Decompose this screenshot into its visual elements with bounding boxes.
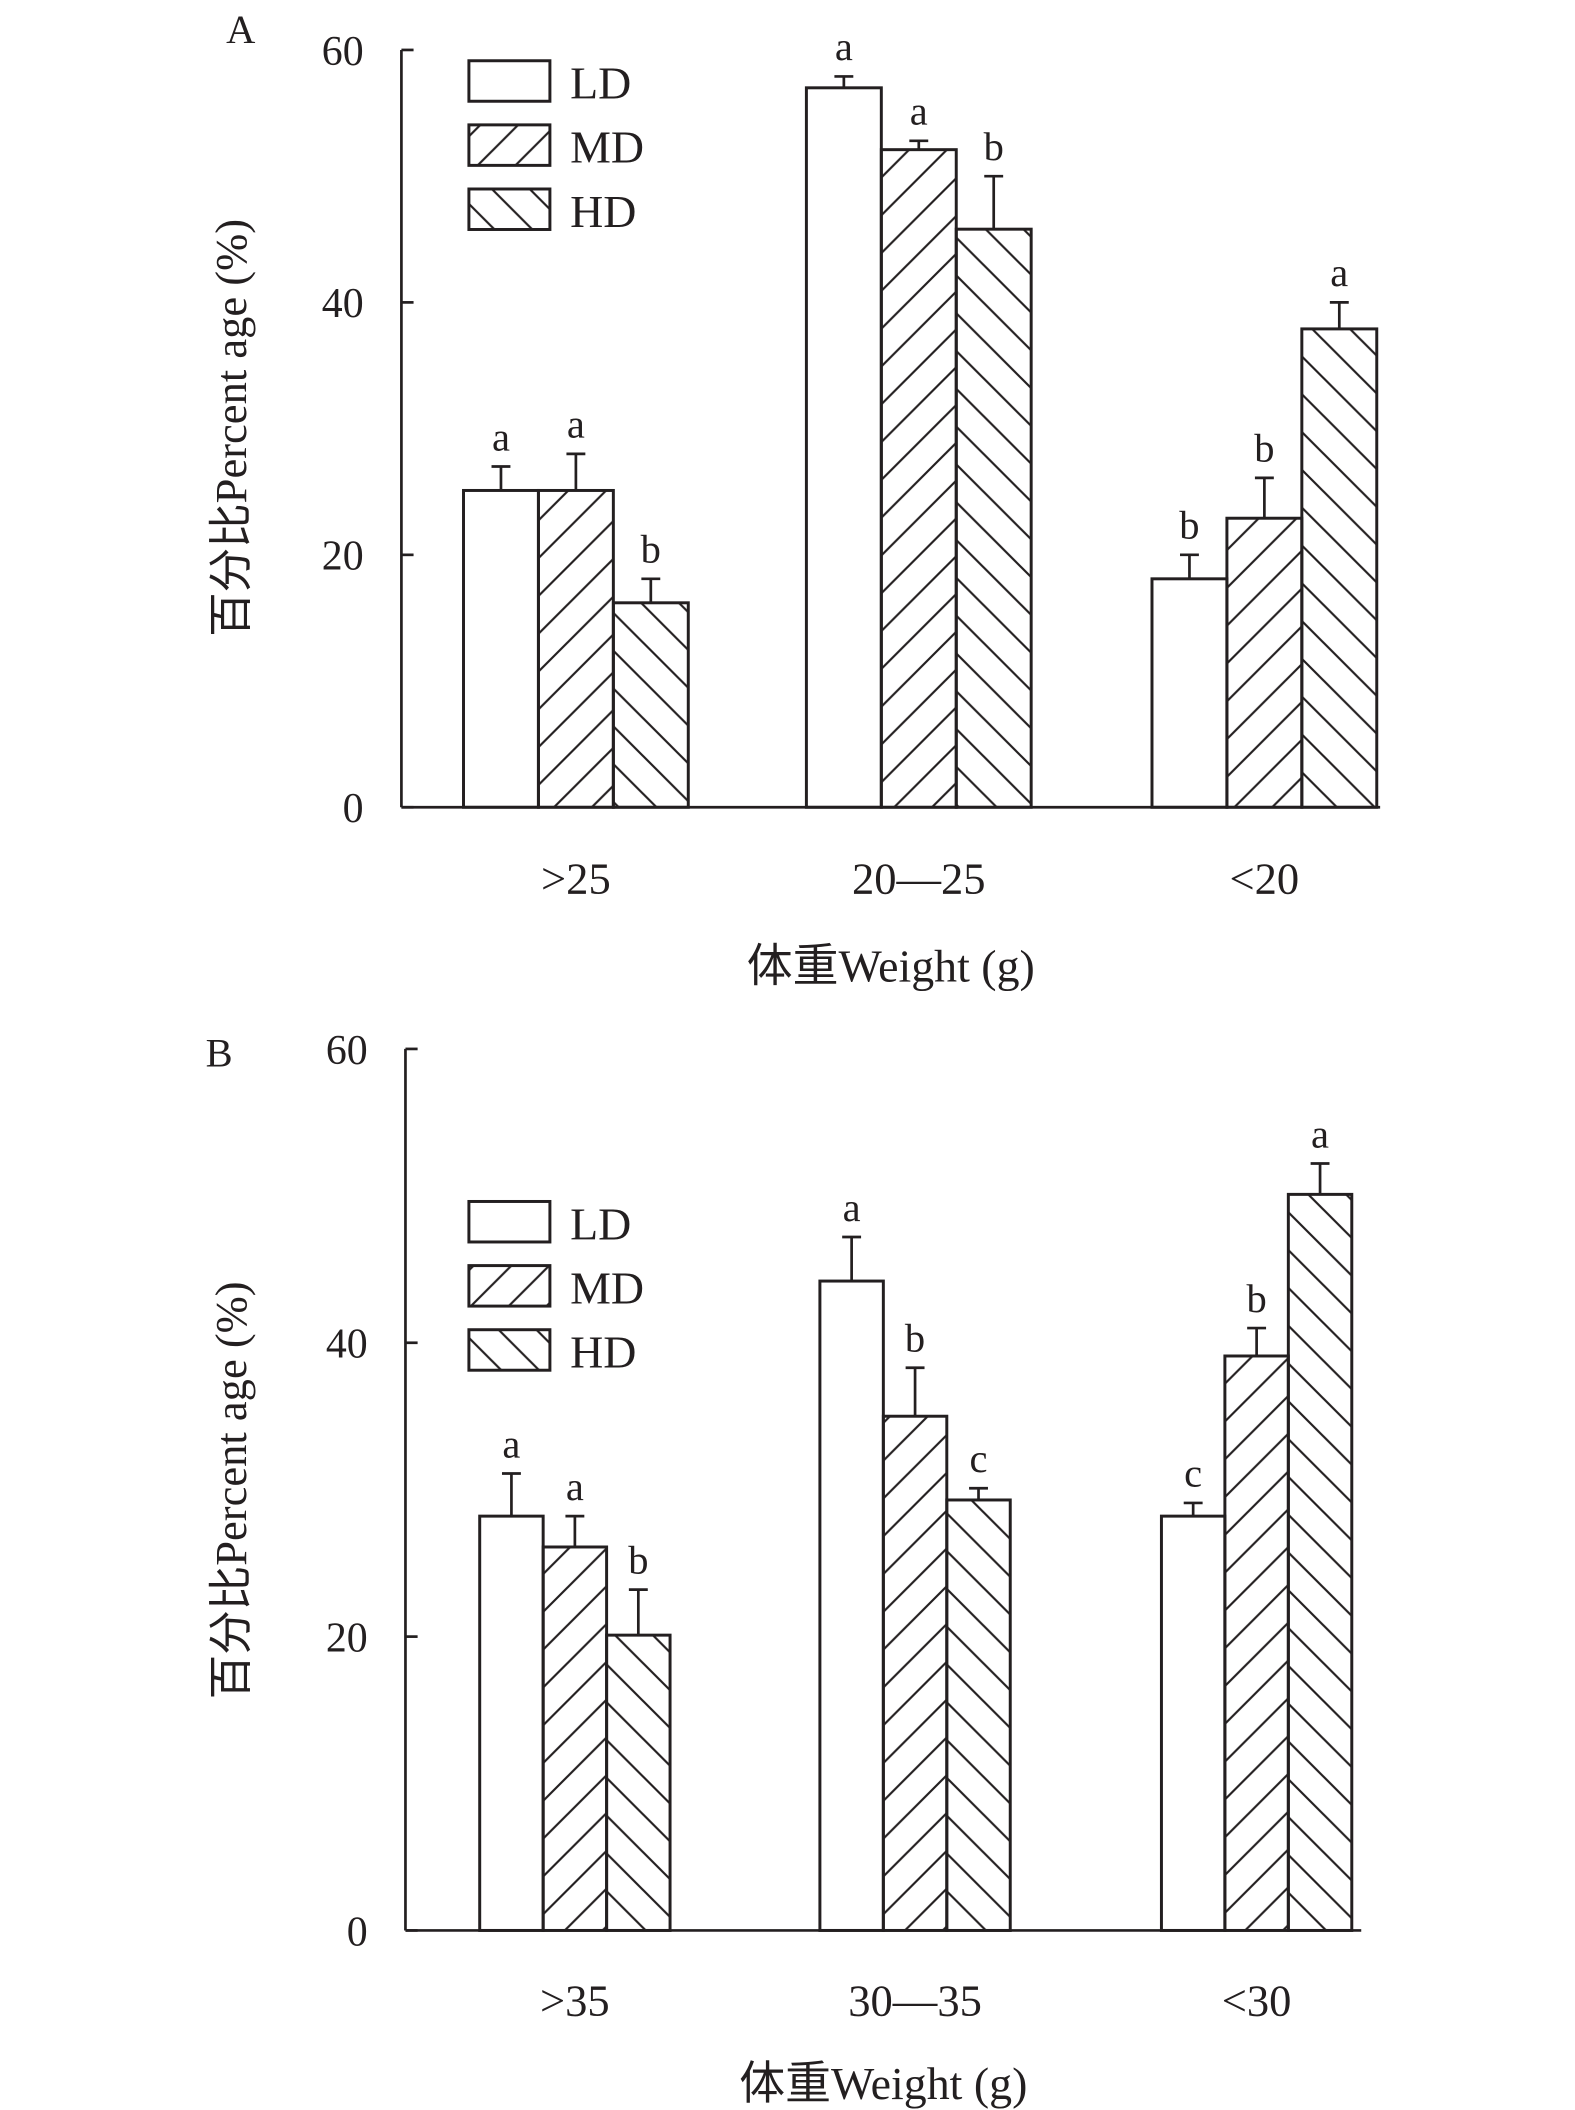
y-axis-label: 百分比Percent age (%) bbox=[206, 219, 256, 637]
significance-letter: a bbox=[835, 24, 853, 69]
y-tick-label: 20 bbox=[326, 1615, 368, 1661]
x-axis-label: 体重Weight (g) bbox=[739, 2058, 1027, 2109]
bar-ld bbox=[804, 86, 883, 809]
y-tick-label: 40 bbox=[326, 1322, 368, 1368]
y-tick-label: 0 bbox=[343, 786, 364, 832]
y-tick-label: 60 bbox=[322, 29, 364, 75]
significance-letter: b bbox=[905, 1316, 925, 1361]
significance-letter: a bbox=[1330, 250, 1348, 295]
bar-md bbox=[1223, 1354, 1290, 1932]
legend-label: MD bbox=[570, 1262, 644, 1313]
legend-swatch-md bbox=[467, 1264, 552, 1308]
bar-ld bbox=[478, 1514, 545, 1932]
legend-label: HD bbox=[570, 1327, 636, 1378]
significance-letter: a bbox=[910, 89, 928, 134]
significance-letter: a bbox=[502, 1421, 520, 1466]
y-tick-label: 20 bbox=[322, 534, 364, 580]
x-tick-label: >35 bbox=[540, 1976, 610, 2026]
bar-ld bbox=[1150, 577, 1229, 809]
bar-md bbox=[536, 488, 615, 809]
x-tick-label: 30—35 bbox=[848, 1976, 982, 2026]
significance-letter: a bbox=[567, 402, 585, 447]
significance-letter: a bbox=[566, 1464, 584, 1509]
bar-hd bbox=[611, 601, 690, 809]
legend-label: LD bbox=[570, 1198, 631, 1249]
bar-ld bbox=[818, 1279, 885, 1932]
y-tick-label: 0 bbox=[347, 1909, 368, 1955]
bar-ld bbox=[462, 488, 540, 809]
x-tick-label: >25 bbox=[541, 854, 611, 904]
significance-letter: b bbox=[641, 527, 661, 572]
bar-hd bbox=[1300, 327, 1379, 809]
significance-letter: b bbox=[628, 1537, 648, 1582]
x-tick-label: 20—25 bbox=[852, 854, 986, 904]
legend-label: HD bbox=[570, 186, 636, 237]
panel-label: B bbox=[206, 1030, 233, 1075]
bar-ld bbox=[1159, 1514, 1227, 1932]
legend-swatch-hd bbox=[467, 187, 552, 231]
bar-md bbox=[1225, 516, 1304, 809]
panel-label: A bbox=[226, 7, 255, 52]
significance-letter: b bbox=[984, 124, 1004, 169]
legend-swatch-hd bbox=[467, 1328, 552, 1372]
x-axis-label: 体重Weight (g) bbox=[747, 940, 1035, 991]
y-tick-label: 40 bbox=[322, 281, 364, 327]
significance-letter: b bbox=[1179, 503, 1199, 548]
bar-hd bbox=[605, 1633, 672, 1932]
bar-hd bbox=[954, 227, 1033, 809]
significance-letter: c bbox=[970, 1436, 988, 1481]
legend-swatch-md bbox=[467, 123, 552, 167]
legend-swatch-ld bbox=[467, 59, 552, 103]
significance-letter: c bbox=[1184, 1451, 1202, 1496]
bar-md bbox=[541, 1545, 609, 1932]
y-tick-label: 60 bbox=[326, 1028, 368, 1074]
legend-label: MD bbox=[570, 122, 644, 173]
panel-a: Aa a b a a b b b a 0 20 40 60 >25 20—25 <20 体重Weight (g)… bbox=[206, 7, 1381, 991]
legend-label: LD bbox=[570, 58, 631, 109]
significance-letter: a bbox=[1311, 1111, 1329, 1156]
legend: LD MD HD bbox=[467, 1198, 644, 1378]
significance-letter: a bbox=[492, 414, 510, 459]
y-axis-label: 百分比Percent age (%) bbox=[206, 1281, 256, 1699]
bar-md bbox=[881, 1414, 949, 1932]
significance-letter: a bbox=[843, 1185, 861, 1230]
bar-hd bbox=[1286, 1192, 1354, 1932]
bar-md bbox=[879, 148, 958, 809]
x-tick-label: <30 bbox=[1222, 1976, 1292, 2026]
x-tick-label: <20 bbox=[1230, 854, 1300, 904]
legend-swatch-ld bbox=[467, 1199, 552, 1244]
significance-letter: b bbox=[1246, 1276, 1266, 1321]
significance-letter: b bbox=[1254, 426, 1274, 471]
legend: LD MD HD bbox=[467, 58, 644, 237]
bar-hd bbox=[945, 1498, 1012, 1932]
